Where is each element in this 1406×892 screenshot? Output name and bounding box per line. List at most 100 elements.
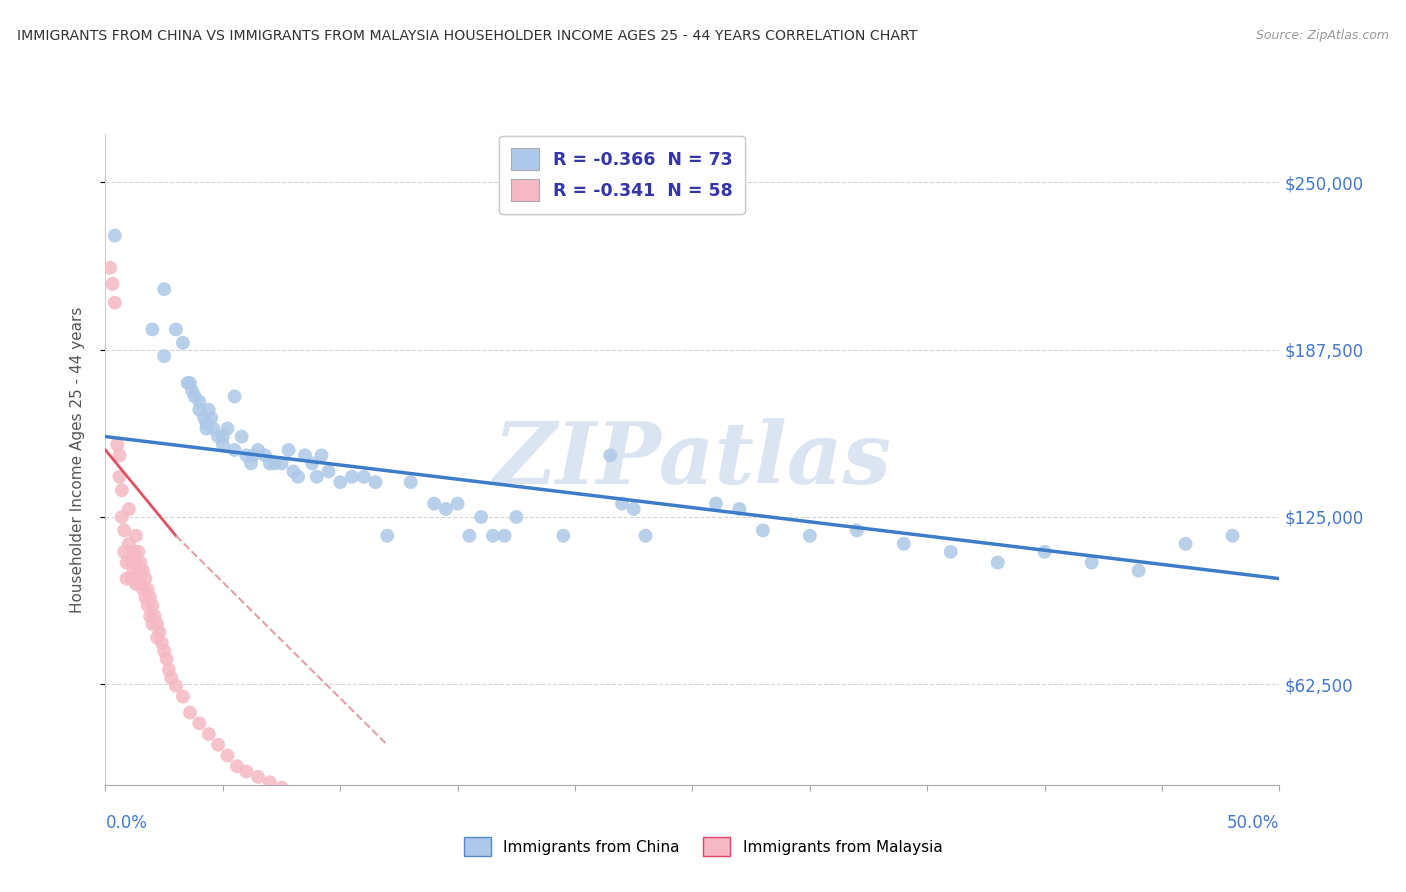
Point: [247, 442, 270, 457]
Point: [553, 529, 575, 543]
Point: [132, 582, 155, 597]
Point: [1174, 537, 1197, 551]
Point: [224, 442, 246, 457]
Point: [340, 470, 363, 484]
Point: [188, 394, 211, 409]
Point: [207, 429, 229, 443]
Point: [127, 564, 149, 578]
Point: [987, 556, 1010, 570]
Point: [146, 631, 169, 645]
Point: [1128, 564, 1150, 578]
Point: [207, 738, 229, 752]
Point: [1033, 545, 1056, 559]
Point: [172, 335, 194, 350]
Point: [118, 537, 141, 551]
Point: [283, 465, 305, 479]
Text: Source: ZipAtlas.com: Source: ZipAtlas.com: [1256, 29, 1389, 42]
Text: 0.0%: 0.0%: [105, 814, 148, 831]
Text: ZIPatlas: ZIPatlas: [494, 417, 891, 501]
Point: [160, 671, 183, 685]
Point: [129, 577, 152, 591]
Point: [141, 617, 163, 632]
Point: [127, 545, 149, 559]
Point: [188, 716, 211, 731]
Point: [197, 402, 219, 417]
Point: [197, 727, 219, 741]
Point: [240, 457, 263, 471]
Point: [179, 376, 201, 390]
Legend: R = -0.366  N = 73, R = -0.341  N = 58: R = -0.366 N = 73, R = -0.341 N = 58: [499, 136, 745, 213]
Point: [254, 448, 277, 462]
Point: [202, 421, 225, 435]
Point: [176, 376, 198, 390]
Point: [283, 786, 305, 800]
Point: [623, 502, 645, 516]
Point: [134, 591, 156, 605]
Point: [148, 625, 170, 640]
Point: [153, 349, 176, 363]
Point: [153, 644, 176, 658]
Point: [120, 556, 142, 570]
Point: [139, 609, 162, 624]
Point: [122, 564, 145, 578]
Point: [294, 791, 316, 805]
Point: [193, 410, 215, 425]
Point: [195, 416, 218, 430]
Point: [704, 497, 727, 511]
Point: [165, 679, 187, 693]
Point: [195, 421, 218, 435]
Point: [115, 572, 138, 586]
Point: [122, 545, 145, 559]
Text: 50.0%: 50.0%: [1227, 814, 1279, 831]
Point: [125, 577, 148, 591]
Point: [270, 457, 292, 471]
Point: [111, 510, 134, 524]
Point: [115, 556, 138, 570]
Point: [634, 529, 657, 543]
Point: [231, 429, 253, 443]
Point: [375, 529, 398, 543]
Point: [329, 475, 352, 490]
Point: [179, 706, 201, 720]
Point: [247, 770, 270, 784]
Point: [98, 260, 121, 275]
Y-axis label: Householder Income Ages 25 - 44 years: Householder Income Ages 25 - 44 years: [70, 306, 84, 613]
Point: [270, 780, 292, 795]
Point: [139, 591, 162, 605]
Point: [226, 759, 249, 773]
Text: IMMIGRANTS FROM CHINA VS IMMIGRANTS FROM MALAYSIA HOUSEHOLDER INCOME AGES 25 - 4: IMMIGRANTS FROM CHINA VS IMMIGRANTS FROM…: [17, 29, 917, 43]
Point: [141, 599, 163, 613]
Point: [235, 764, 257, 779]
Point: [108, 448, 131, 462]
Point: [353, 470, 375, 484]
Point: [939, 545, 962, 559]
Point: [301, 457, 323, 471]
Point: [111, 483, 134, 498]
Point: [217, 748, 239, 763]
Point: [165, 322, 187, 336]
Point: [224, 389, 246, 403]
Point: [105, 437, 128, 451]
Point: [494, 529, 516, 543]
Point: [120, 572, 142, 586]
Point: [217, 421, 239, 435]
Point: [211, 429, 233, 443]
Point: [155, 652, 177, 666]
Point: [482, 529, 505, 543]
Point: [263, 457, 285, 471]
Point: [470, 510, 492, 524]
Point: [294, 448, 316, 462]
Point: [112, 524, 135, 538]
Point: [200, 410, 222, 425]
Point: [752, 524, 775, 538]
Point: [893, 537, 915, 551]
Point: [150, 636, 173, 650]
Point: [728, 502, 751, 516]
Point: [134, 572, 156, 586]
Point: [153, 282, 176, 296]
Point: [305, 470, 328, 484]
Point: [143, 609, 166, 624]
Point: [446, 497, 468, 511]
Point: [141, 322, 163, 336]
Point: [136, 599, 159, 613]
